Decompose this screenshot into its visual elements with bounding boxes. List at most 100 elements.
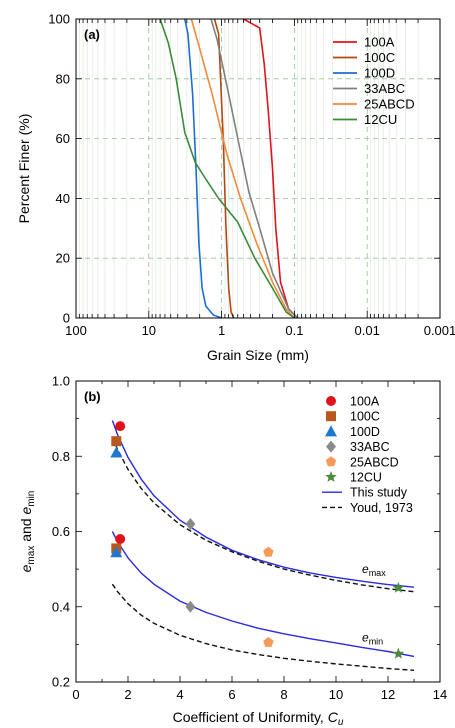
y-axis-label-e2: e: [18, 507, 34, 515]
legend-label-33abc: 33ABC: [350, 440, 390, 454]
x-tick-label: 4: [176, 687, 183, 702]
panel-a-label: (a): [84, 27, 100, 42]
x-tick-label: 2: [124, 687, 131, 702]
data-point-100c: [111, 436, 122, 447]
data-point-100a: [115, 534, 126, 545]
y-tick-label: 0.8: [52, 449, 70, 464]
panel-a-axis-ticks: [76, 18, 441, 319]
series-line-100c: [213, 18, 235, 319]
panel-b-fitted-curves: [111, 420, 415, 671]
legend-marker-25abcd: [325, 456, 337, 467]
data-point-12cu: [392, 581, 405, 593]
annotation-subscript: max: [369, 568, 387, 578]
data-point-33abc: [185, 600, 196, 613]
legend-label-100c: 100C: [350, 410, 380, 424]
y-tick-label: 1.0: [52, 374, 70, 389]
panel-b-data-points: [110, 421, 405, 659]
x-axis-label-variable: C: [328, 709, 339, 725]
panel-b-label: (b): [84, 389, 101, 404]
x-tick-label: 0: [72, 687, 79, 702]
curve-youd-1973-min: [111, 583, 415, 671]
data-point-25abcd: [263, 546, 274, 557]
y-tick-label: 0.2: [52, 675, 70, 690]
legend-label-100a: 100A: [350, 395, 380, 409]
y-tick-label: 100: [48, 12, 70, 27]
x-tick-label: 14: [433, 687, 447, 702]
legend-marker-100a: [326, 396, 336, 406]
y-axis-label-sub2: min: [26, 491, 37, 507]
x-tick-label: 10: [329, 687, 343, 702]
y-tick-label: 60: [56, 131, 70, 146]
y-tick-label: 0: [63, 311, 70, 326]
y-axis-label-sub1: max: [26, 546, 37, 565]
x-axis-label-text: Coefficient of Uniformity,: [173, 709, 328, 725]
y-axis-label-mid: and: [18, 515, 34, 546]
y-tick-label: 80: [56, 71, 70, 86]
x-tick-label: 1: [218, 323, 225, 338]
y-axis-label-e1: e: [18, 564, 34, 572]
panel-b-axis-ticks: [75, 380, 441, 683]
x-tick-label: 0.1: [285, 323, 303, 338]
panel-a-series: [159, 18, 299, 319]
series-line-12cu: [159, 18, 295, 319]
annotation-base: e: [362, 562, 369, 576]
data-point-100d: [110, 546, 123, 558]
x-tick-label: 6: [228, 687, 235, 702]
legend-label-12cu: 12CU: [364, 112, 397, 127]
legend-label-this-study: This study: [350, 486, 408, 500]
legend-marker-12cu: [325, 471, 337, 482]
y-tick-label: 20: [56, 251, 70, 266]
data-point-100a: [115, 421, 126, 432]
panel-a-x-axis-label: Grain Size (mm): [207, 347, 309, 363]
y-tick-label: 0.6: [52, 524, 70, 539]
series-line-33abc: [210, 18, 299, 319]
legend-label-youd-1973: Youd, 1973: [350, 501, 413, 515]
legend-label-25abcd: 25ABCD: [364, 97, 415, 112]
legend-label-33abc: 33ABC: [364, 81, 405, 96]
x-tick-label: 10: [142, 323, 156, 338]
data-point-25abcd: [263, 637, 274, 647]
panel-b-y-axis-label: emax and emin: [18, 491, 37, 573]
legend-label-100d: 100D: [364, 66, 395, 81]
panel-b-x-axis-label: Coefficient of Uniformity, Cu: [173, 709, 344, 728]
annotation-subscript: min: [369, 636, 384, 646]
panel-b-tick-labels: 0 2 4 6 8 10 12 14 0.2 0.4 0.6 0.8 1.0: [52, 374, 447, 703]
series-line-100d: [184, 18, 222, 319]
panel-a-tick-labels: 0 20 40 60 80 100 100 10 1 0.1 0.01 0.001: [48, 12, 455, 339]
data-point-12cu: [392, 647, 405, 659]
legend-marker-100c: [326, 411, 336, 422]
curve-this-study-max: [111, 420, 415, 588]
series-line-25abcd: [190, 18, 295, 319]
panel-a-plot-frame: [75, 18, 441, 319]
curve-this-study-min: [111, 531, 415, 658]
panel-a-y-axis-label: Percent Finer (%): [16, 114, 32, 224]
x-tick-label: 0.01: [355, 323, 380, 338]
curve-youd-1973-max: [111, 437, 415, 593]
legend-label-100d: 100D: [350, 425, 380, 439]
panel-b-void-ratio-chart: 0 2 4 6 8 10 12 140.20.40.60.81.0 (b) emaxemin …: [18, 374, 447, 728]
y-tick-label: 0.4: [52, 599, 70, 614]
y-tick-label: 40: [56, 191, 70, 206]
x-tick-label: 100: [65, 323, 87, 338]
annotation-base: e: [362, 630, 369, 644]
legend-label-25abcd: 25ABCD: [350, 455, 399, 469]
legend-label-100c: 100C: [364, 50, 395, 65]
series-line-100a: [243, 18, 299, 319]
legend-label-12cu: 12CU: [350, 471, 382, 485]
x-tick-label: 0.001: [424, 323, 455, 338]
x-tick-label: 12: [381, 687, 395, 702]
annotation-e-max: emax: [362, 562, 386, 578]
x-axis-label-subscript: u: [338, 717, 344, 728]
x-tick-label: 8: [280, 687, 287, 702]
data-point-33abc: [185, 517, 196, 530]
legend-marker-100d: [325, 425, 337, 437]
panel-a-grid: [76, 19, 441, 318]
data-point-100d: [110, 446, 123, 458]
legend-label-100a: 100A: [364, 35, 395, 50]
legend-marker-33abc: [326, 440, 336, 453]
